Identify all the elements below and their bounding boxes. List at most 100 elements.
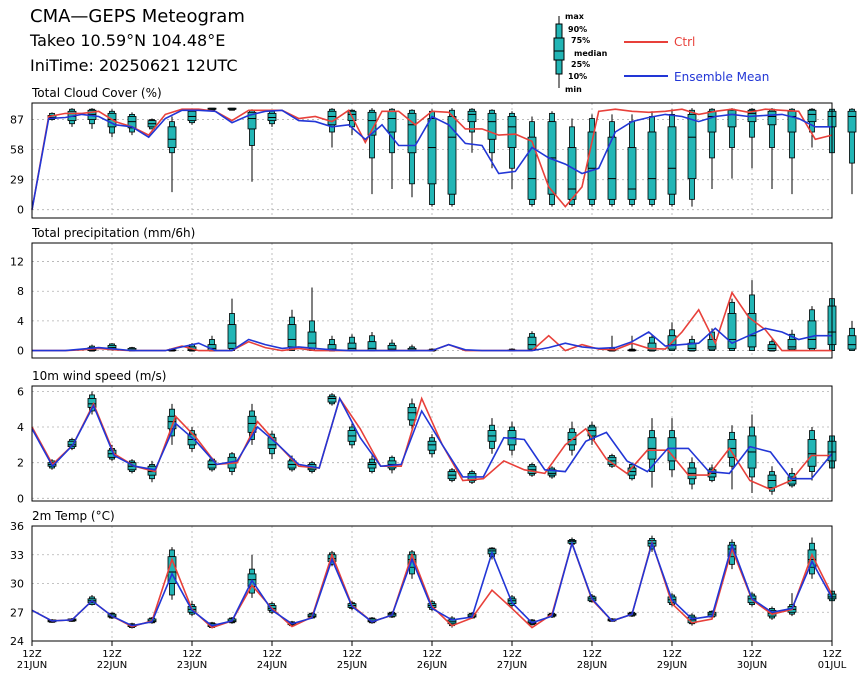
ensemble-mean-line bbox=[31, 540, 833, 627]
ctrl-line bbox=[31, 108, 833, 210]
y-tick-label: 36 bbox=[10, 520, 24, 533]
box-whisker bbox=[427, 109, 437, 207]
y-tick-label: 0 bbox=[17, 492, 24, 505]
chart-title: CMA—GEPS Meteogram bbox=[30, 6, 245, 27]
x-tick-date: 01JUL bbox=[818, 660, 847, 671]
y-tick-label: 6 bbox=[17, 385, 24, 398]
station-location: Takeo 10.59°N 104.48°E bbox=[30, 31, 226, 50]
y-tick-label: 0 bbox=[17, 204, 24, 217]
box-whisker bbox=[687, 108, 697, 207]
box-whisker bbox=[387, 108, 397, 189]
box-whisker bbox=[287, 309, 297, 351]
box-whisker bbox=[307, 287, 317, 351]
box-whisker bbox=[327, 108, 337, 148]
legend: max 90% 75% median 25% 10% min Ctrl Ense… bbox=[553, 12, 769, 94]
x-tick-date: 21JUN bbox=[17, 660, 47, 671]
box-whisker bbox=[187, 109, 197, 125]
box-whisker bbox=[367, 332, 377, 352]
box-whisker bbox=[787, 329, 797, 351]
x-tick-hour: 12Z bbox=[342, 649, 362, 660]
box-whisker bbox=[727, 108, 737, 179]
ctrl-line bbox=[31, 396, 832, 491]
x-tick-date: 25JUN bbox=[337, 660, 367, 671]
box-whisker bbox=[367, 108, 377, 195]
x-tick-hour: 12Z bbox=[502, 649, 522, 660]
x-tick-hour: 12Z bbox=[262, 649, 282, 660]
y-tick-label: 8 bbox=[17, 285, 24, 298]
box-whisker bbox=[727, 298, 737, 351]
box-whisker bbox=[567, 118, 577, 207]
box-whisker bbox=[667, 109, 677, 207]
panel-title: 2m Temp (°C) bbox=[32, 509, 115, 523]
legend-q25: 25% bbox=[571, 60, 590, 69]
panel-1: Total Cloud Cover (%) 0 29 58 87 bbox=[10, 86, 857, 219]
box-whisker bbox=[327, 393, 337, 406]
box-whisker bbox=[787, 468, 797, 488]
box-whisker bbox=[527, 462, 537, 477]
x-tick-date: 26JUN bbox=[417, 660, 447, 671]
box-whisker bbox=[707, 108, 717, 189]
y-tick-label: 4 bbox=[17, 421, 24, 434]
box-whisker bbox=[487, 109, 497, 169]
box-whisker bbox=[667, 418, 677, 477]
box-whisker bbox=[687, 457, 697, 490]
y-tick-label: 87 bbox=[10, 114, 24, 127]
y-tick-label: 0 bbox=[17, 345, 24, 358]
box-whisker bbox=[747, 280, 757, 351]
box-whisker bbox=[367, 455, 377, 474]
y-tick-label: 58 bbox=[10, 144, 24, 157]
box-whisker bbox=[767, 606, 777, 620]
box-whisker bbox=[647, 111, 657, 207]
panel-frame bbox=[31, 102, 833, 219]
box-whisker bbox=[547, 466, 557, 479]
box-whisker bbox=[767, 466, 777, 495]
panel-title: 10m wind speed (m/s) bbox=[32, 369, 166, 383]
panel-4: 2m Temp (°C) 24 27 30 33 36 bbox=[10, 509, 837, 648]
panel-frame bbox=[31, 385, 833, 502]
x-tick-date: 30JUN bbox=[737, 660, 767, 671]
box-whisker bbox=[607, 114, 617, 207]
init-time: IniTime: 20250621 12UTC bbox=[30, 56, 238, 75]
box-whisker bbox=[647, 418, 657, 488]
box-whisker bbox=[727, 425, 737, 490]
legend-q90: 90% bbox=[568, 25, 587, 34]
x-tick-hour: 12Z bbox=[102, 649, 122, 660]
box-whisker bbox=[227, 298, 237, 351]
x-tick-date: 24JUN bbox=[257, 660, 287, 671]
box-whisker bbox=[587, 114, 597, 207]
y-tick-label: 30 bbox=[10, 578, 24, 591]
box-whisker bbox=[347, 423, 357, 449]
box-whisker bbox=[847, 108, 857, 195]
box-whisker bbox=[627, 335, 637, 352]
y-tick-label: 12 bbox=[10, 256, 24, 269]
x-tick-hour: 12Z bbox=[662, 649, 682, 660]
box-whisker bbox=[427, 434, 437, 458]
ensemble-mean-line bbox=[31, 109, 832, 210]
box-whisker bbox=[467, 108, 477, 153]
x-axis: 12Z21JUN12Z22JUN12Z23JUN12Z24JUN12Z25JUN… bbox=[17, 641, 847, 671]
box-whisker bbox=[807, 427, 817, 481]
x-tick-date: 23JUN bbox=[177, 660, 207, 671]
box-whisker bbox=[507, 111, 517, 189]
x-tick-date: 22JUN bbox=[97, 660, 127, 671]
y-tick-label: 4 bbox=[17, 315, 24, 328]
x-tick-hour: 12Z bbox=[742, 649, 762, 660]
y-tick-label: 29 bbox=[10, 174, 24, 187]
box-whisker bbox=[487, 418, 497, 454]
x-tick-date: 27JUN bbox=[497, 660, 527, 671]
ensemble-mean-line bbox=[31, 396, 833, 480]
box-whisker bbox=[807, 306, 817, 351]
box-whisker bbox=[707, 464, 717, 483]
y-tick-label: 24 bbox=[10, 635, 24, 648]
ensemble-mean-line bbox=[32, 327, 832, 352]
box-whisker bbox=[747, 414, 757, 493]
x-tick-hour: 12Z bbox=[822, 649, 842, 660]
box-whisker bbox=[247, 109, 257, 182]
legend-mean-label: Ensemble Mean bbox=[674, 70, 769, 84]
x-tick-hour: 12Z bbox=[182, 649, 202, 660]
legend-box-glyph bbox=[553, 16, 565, 88]
box-whisker bbox=[527, 116, 537, 207]
box-whisker bbox=[407, 398, 417, 431]
panel-title: Total Cloud Cover (%) bbox=[31, 86, 162, 100]
box-whisker bbox=[147, 118, 157, 130]
